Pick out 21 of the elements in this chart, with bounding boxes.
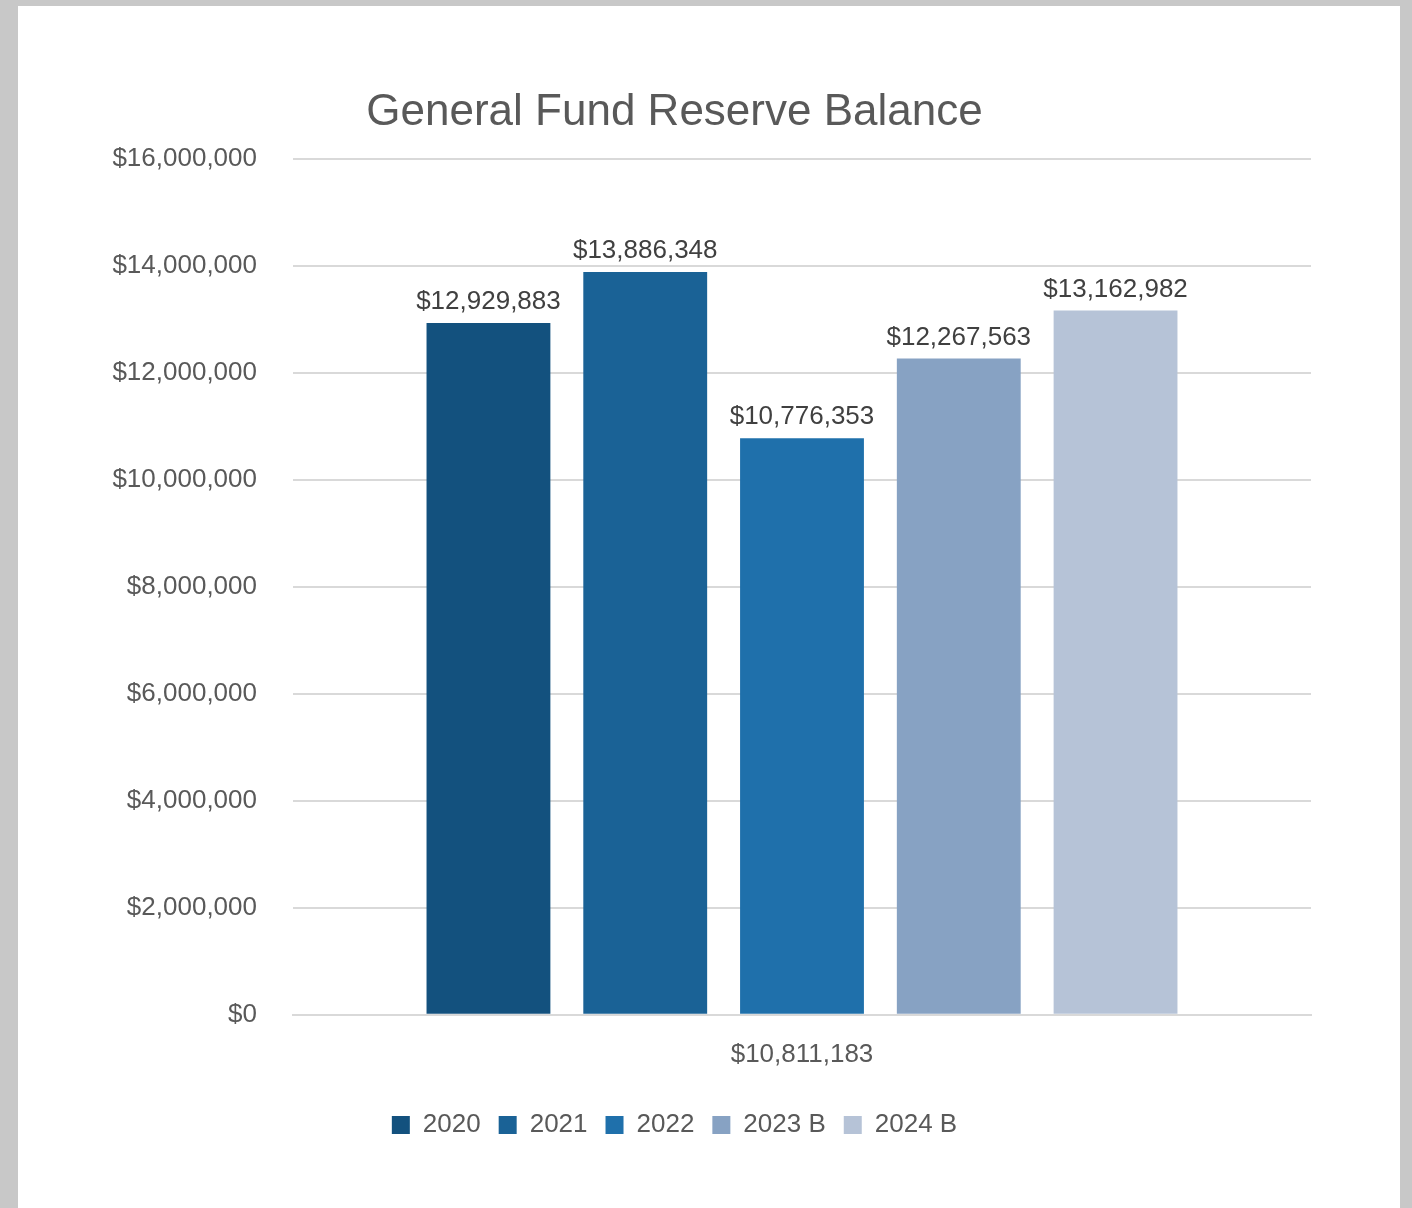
legend-label: 2021 <box>529 1108 588 1139</box>
y-tick-label: $2,000,000 <box>126 890 257 921</box>
data-label: $10,776,353 <box>729 400 875 431</box>
legend-label: 2024 B <box>874 1108 958 1139</box>
y-tick-label: $6,000,000 <box>126 676 257 707</box>
legend-label: 2020 <box>422 1108 481 1139</box>
legend-label: 2023 B <box>743 1108 826 1139</box>
y-tick-label: $4,000,000 <box>126 783 257 814</box>
y-tick-label: $14,000,000 <box>112 248 257 279</box>
data-label: $12,929,883 <box>416 285 561 316</box>
x-tick-label: $10,811,183 <box>730 1037 874 1068</box>
data-label: $13,886,348 <box>572 234 718 265</box>
data-label: $13,162,982 <box>1043 272 1188 303</box>
data-label: $12,267,563 <box>886 320 1032 351</box>
y-tick-label: $10,000,000 <box>112 462 257 493</box>
legend-label: 2022 <box>636 1108 695 1139</box>
y-tick-label: $16,000,000 <box>112 141 257 172</box>
y-tick-label: $0 <box>228 997 257 1028</box>
y-tick-label: $8,000,000 <box>126 569 257 600</box>
y-tick-label: $12,000,000 <box>112 355 257 386</box>
chart-title: General Fund Reserve Balance <box>366 84 983 134</box>
